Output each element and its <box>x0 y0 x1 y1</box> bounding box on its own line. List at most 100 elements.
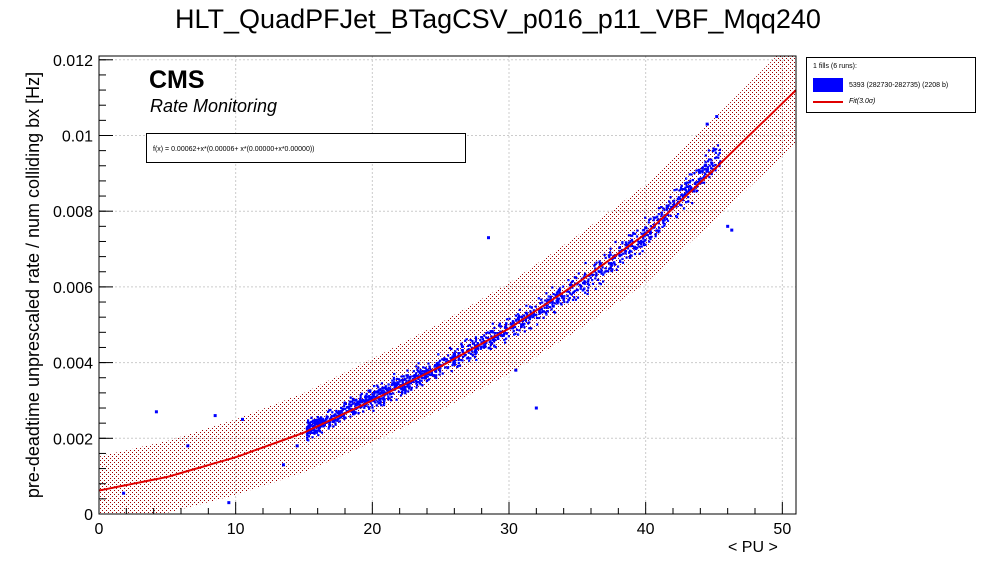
data-point <box>436 364 439 367</box>
data-point <box>315 418 318 421</box>
data-point <box>546 304 549 307</box>
data-point <box>323 424 326 427</box>
data-point <box>494 346 497 349</box>
data-point <box>540 298 543 301</box>
data-point <box>558 291 561 294</box>
data-point <box>403 391 406 394</box>
data-point <box>358 403 361 406</box>
data-point <box>556 293 559 296</box>
data-point <box>365 403 368 406</box>
data-point <box>591 279 594 282</box>
data-point <box>462 355 465 359</box>
data-points <box>122 115 734 505</box>
data-point <box>339 416 342 419</box>
data-point <box>422 366 425 369</box>
data-point <box>468 359 471 362</box>
data-point <box>517 319 520 322</box>
data-point <box>568 297 571 300</box>
data-point <box>306 421 309 424</box>
data-point <box>413 374 416 377</box>
data-point <box>379 399 382 402</box>
data-point <box>452 359 455 362</box>
data-point <box>534 305 537 308</box>
data-point <box>380 390 383 393</box>
data-point <box>683 188 686 191</box>
data-point <box>517 314 521 317</box>
data-point <box>595 272 598 275</box>
data-point <box>341 414 344 417</box>
x-tick-label: 0 <box>95 521 104 538</box>
data-point <box>687 200 690 203</box>
data-point <box>710 167 713 170</box>
data-point <box>601 266 604 269</box>
data-point <box>608 256 611 259</box>
data-point <box>643 235 646 238</box>
data-point <box>529 310 532 313</box>
data-point <box>657 226 661 229</box>
data-point <box>395 383 398 386</box>
data-point <box>518 315 521 319</box>
data-point <box>598 260 601 263</box>
data-point <box>395 398 398 401</box>
data-point <box>711 149 714 153</box>
data-point <box>510 323 513 326</box>
data-point <box>710 158 713 161</box>
data-point <box>418 381 421 385</box>
fit-curve <box>99 89 796 492</box>
data-point <box>417 377 420 381</box>
data-point <box>657 213 660 216</box>
data-point <box>359 398 362 401</box>
data-point <box>410 388 413 391</box>
data-point <box>584 272 587 275</box>
fit-formula-text: f(x) = 0.00062+x*(0.00006+ x*(0.00000+x*… <box>153 146 315 153</box>
data-point <box>500 325 503 328</box>
data-point <box>393 378 396 381</box>
data-point <box>508 317 511 320</box>
data-point <box>377 389 380 392</box>
data-point <box>336 419 339 422</box>
data-point <box>713 149 716 152</box>
data-point <box>710 173 713 176</box>
data-point <box>352 413 355 416</box>
data-point <box>384 385 387 388</box>
data-point <box>324 419 327 422</box>
data-point <box>640 232 643 235</box>
data-point <box>637 240 640 243</box>
data-point <box>378 392 381 395</box>
data-point <box>556 299 559 302</box>
data-point <box>472 342 475 345</box>
data-point <box>308 422 311 425</box>
data-point <box>350 405 353 408</box>
data-point <box>423 377 426 380</box>
data-point <box>675 188 678 191</box>
data-point <box>680 193 683 197</box>
legend-header: 1 fills (6 runs): <box>813 63 857 70</box>
data-point <box>586 282 589 286</box>
data-point <box>503 333 506 336</box>
data-point <box>387 386 390 389</box>
data-point <box>546 310 549 313</box>
data-point <box>393 383 396 386</box>
data-point <box>489 344 492 347</box>
data-point <box>626 244 629 247</box>
data-point <box>309 424 312 427</box>
data-point <box>609 251 612 254</box>
data-point <box>395 377 399 380</box>
data-point <box>661 219 664 222</box>
data-point <box>456 348 459 351</box>
data-point <box>380 382 383 385</box>
data-point <box>461 345 464 348</box>
data-point <box>334 419 337 422</box>
data-point <box>528 315 531 318</box>
data-point <box>524 311 528 314</box>
data-point <box>442 359 445 362</box>
data-point <box>450 357 453 360</box>
data-point <box>452 362 455 365</box>
data-point <box>558 289 561 292</box>
x-tick-label: 20 <box>363 521 381 538</box>
data-point <box>644 243 647 246</box>
data-point <box>549 298 552 301</box>
data-point <box>678 197 681 200</box>
data-point <box>368 397 371 400</box>
data-point <box>490 335 493 338</box>
